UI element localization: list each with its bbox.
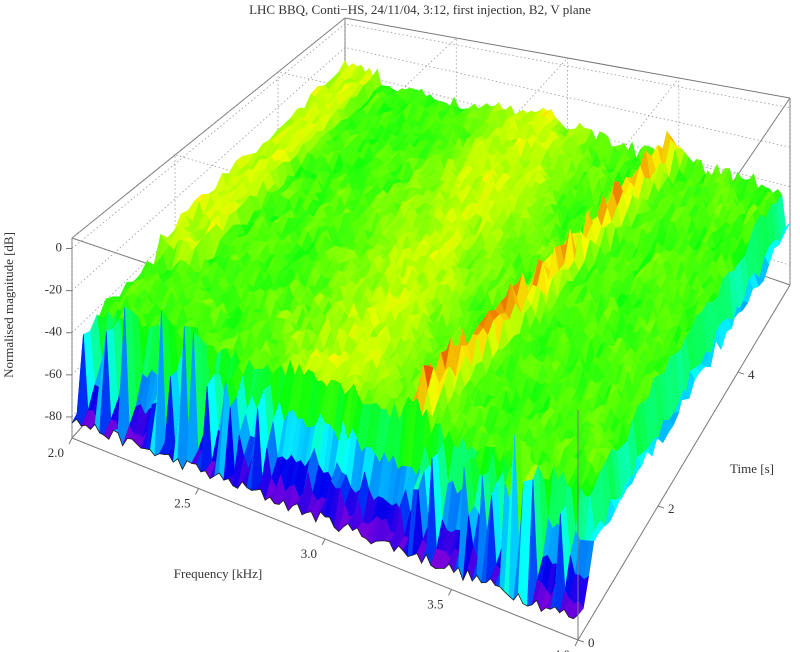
- z-axis-label: Normalised magnitude [dB]: [1, 232, 16, 378]
- x-tick: [321, 538, 326, 546]
- z-tick-label: -20: [45, 282, 62, 297]
- y-tick: [657, 505, 665, 509]
- y-tick-label: 2: [668, 501, 675, 516]
- y-axis-label: Time [s]: [730, 461, 774, 476]
- x-tick-label: 2.5: [174, 495, 190, 510]
- x-tick-label: 2.0: [48, 445, 64, 460]
- x-tick-label: 3.5: [427, 596, 443, 611]
- z-tick-label: 0: [56, 240, 63, 255]
- y-tick: [577, 639, 585, 643]
- x-tick-label: 4.0: [554, 647, 570, 652]
- z-tick-label: -60: [45, 366, 62, 381]
- y-tick: [737, 371, 745, 375]
- surface-outline: [71, 418, 579, 620]
- chart-title: LHC BBQ, Conti−HS, 24/11/04, 3:12, first…: [249, 2, 591, 17]
- x-axis-label: Frequency [kHz]: [174, 566, 262, 581]
- x-tick: [574, 639, 579, 647]
- z-tick-label: -40: [45, 324, 62, 339]
- y-tick-label: 4: [748, 367, 755, 382]
- surface: [71, 60, 791, 620]
- z-tick-label: -80: [45, 408, 62, 423]
- y-tick-label: 0: [588, 635, 595, 650]
- x-tick: [448, 589, 452, 596]
- x-tick: [68, 437, 73, 445]
- x-tick: [195, 488, 199, 495]
- box-edge: [577, 284, 791, 641]
- x-tick-label: 3.0: [301, 546, 317, 561]
